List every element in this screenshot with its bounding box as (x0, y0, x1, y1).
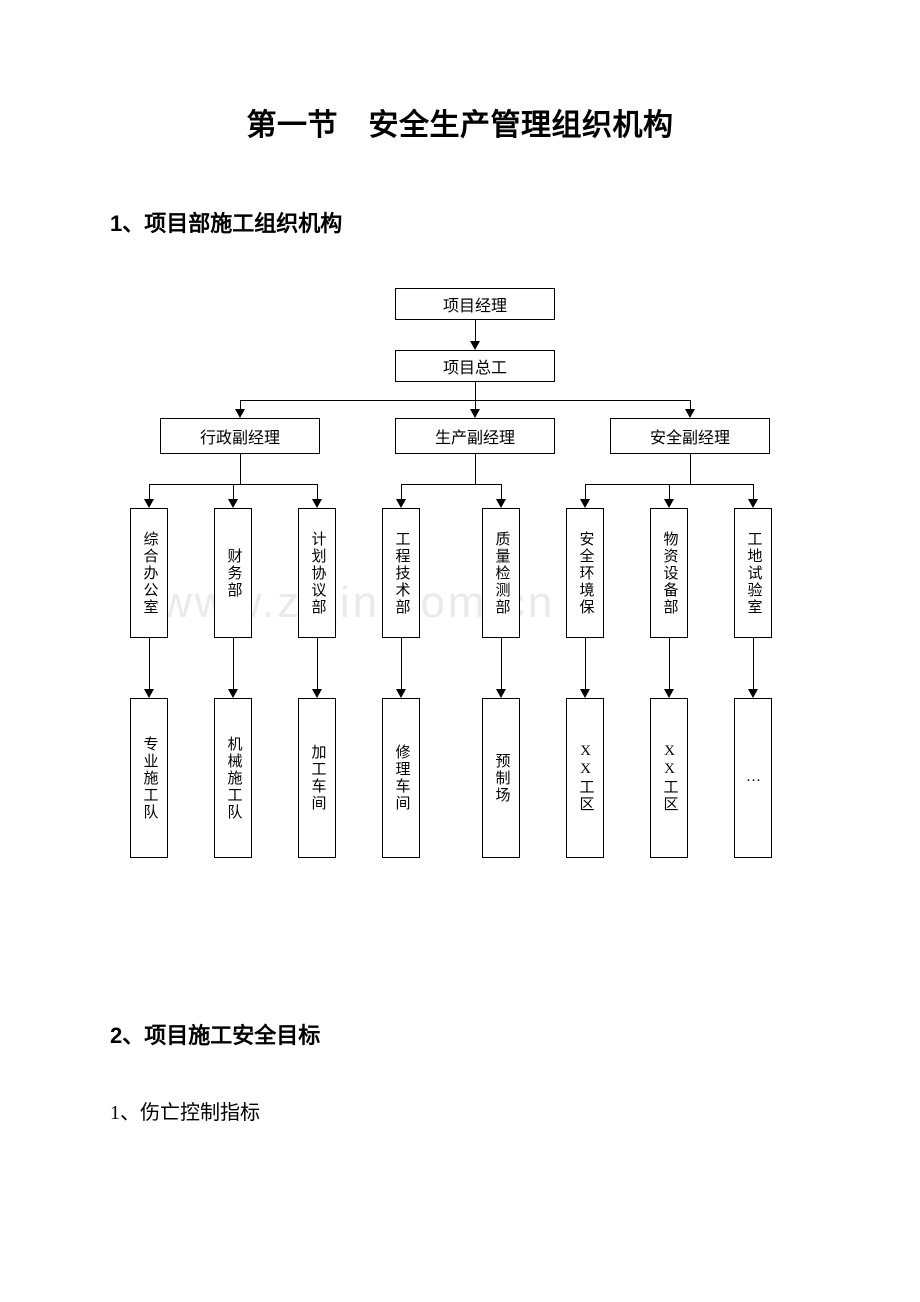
node-team-5: XX工区 (566, 698, 604, 858)
page-title: 第一节 安全生产管理组织机构 (110, 100, 810, 144)
node-dept-6: 物资设备部 (650, 508, 688, 638)
node-deputy-safety: 安全副经理 (610, 418, 770, 454)
body-item-1: 1、伤亡控制指标 (110, 1096, 810, 1125)
node-deputy-production: 生产副经理 (395, 418, 555, 454)
node-project-manager: 项目经理 (395, 288, 555, 320)
section-2-heading: 2、项目施工安全目标 (110, 1018, 810, 1050)
node-team-0: 专业施工队 (130, 698, 168, 858)
node-team-3: 修理车间 (382, 698, 420, 858)
node-team-4: 预制场 (482, 698, 520, 858)
node-team-1: 机械施工队 (214, 698, 252, 858)
section-1-heading: 1、项目部施工组织机构 (110, 206, 810, 238)
node-chief-engineer: 项目总工 (395, 350, 555, 382)
node-deputy-admin: 行政副经理 (160, 418, 320, 454)
node-dept-0: 综合办公室 (130, 508, 168, 638)
node-dept-2: 计划协议部 (298, 508, 336, 638)
node-dept-1: 财务部 (214, 508, 252, 638)
node-dept-3: 工程技术部 (382, 508, 420, 638)
node-dept-5: 安全环境保 (566, 508, 604, 638)
node-dept-4: 质量检测部 (482, 508, 520, 638)
node-team-6: XX工区 (650, 698, 688, 858)
org-chart: www.zixin.com.cn 项目经理项目总工行政副经理生产副经理安全副经理… (110, 288, 810, 888)
node-team-7: … (734, 698, 772, 858)
node-team-2: 加工车间 (298, 698, 336, 858)
node-dept-7: 工地试验室 (734, 508, 772, 638)
